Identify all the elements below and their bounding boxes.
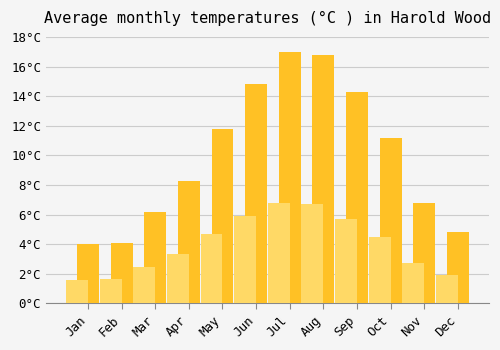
Bar bbox=[144, 212, 166, 303]
Bar bbox=[346, 92, 368, 303]
Bar bbox=[302, 204, 324, 303]
Bar bbox=[335, 219, 357, 303]
Bar bbox=[66, 280, 88, 303]
Bar bbox=[414, 203, 435, 303]
Bar bbox=[110, 243, 132, 303]
Bar bbox=[380, 138, 402, 303]
Title: Average monthly temperatures (°C ) in Harold Wood: Average monthly temperatures (°C ) in Ha… bbox=[44, 11, 491, 26]
Bar bbox=[200, 233, 222, 303]
Bar bbox=[312, 55, 334, 303]
Bar bbox=[402, 263, 424, 303]
Bar bbox=[268, 203, 289, 303]
Bar bbox=[234, 216, 256, 303]
Bar bbox=[436, 275, 458, 303]
Bar bbox=[245, 84, 267, 303]
Bar bbox=[368, 237, 390, 303]
Bar bbox=[100, 279, 122, 303]
Bar bbox=[167, 254, 189, 303]
Bar bbox=[279, 52, 300, 303]
Bar bbox=[134, 267, 155, 303]
Bar bbox=[212, 129, 234, 303]
Bar bbox=[178, 181, 200, 303]
Bar bbox=[77, 244, 99, 303]
Bar bbox=[447, 232, 469, 303]
